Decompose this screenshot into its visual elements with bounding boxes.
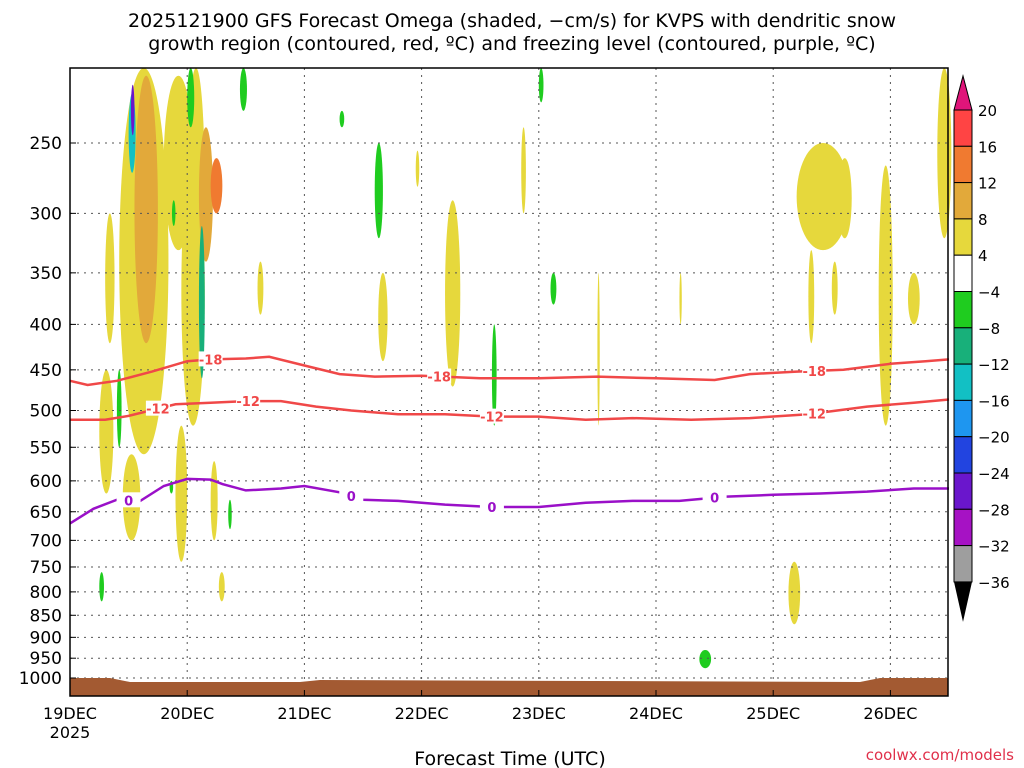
watermark: coolwx.com/models [866, 746, 1014, 764]
y-tick-label: 950 [30, 649, 62, 669]
y-tick-label: 1000 [19, 669, 62, 689]
contour-label-bg [236, 393, 261, 409]
colorbar-bottom-arrow [954, 581, 972, 622]
y-tick-label: 550 [30, 438, 62, 458]
colorbar-label: −28 [978, 501, 1010, 519]
chart-title-line2: growth region (contoured, red, ºC) and f… [148, 33, 875, 55]
y-tick-label: 450 [30, 361, 62, 381]
contour-label-bg [198, 351, 223, 367]
contour-label: -12 [802, 408, 826, 423]
y-tick-label: 250 [30, 134, 62, 154]
contour-line-minus12 [70, 398, 950, 421]
y-tick-label: 900 [30, 628, 62, 648]
contour-label: 0 [487, 501, 496, 516]
colorbar-label: −32 [978, 538, 1010, 556]
x-axis-label: Forecast Time (UTC) [414, 748, 605, 768]
colorbar-top-arrow [953, 74, 973, 111]
colorbar-swatch [953, 182, 973, 220]
y-tick-label: 750 [30, 558, 62, 578]
y-tick-label: 850 [30, 606, 62, 626]
colorbar-label: −20 [978, 429, 1010, 447]
plot-frame [69, 67, 949, 697]
y-tick-label: 600 [30, 472, 62, 492]
colorbar-label: 8 [978, 211, 988, 229]
y-axis: 2503003504004505005506006507007508008509… [19, 134, 76, 689]
colorbar-swatch [953, 508, 973, 547]
colorbar-label: 16 [978, 138, 997, 156]
y-tick-label: 650 [30, 503, 62, 523]
contour-label-bg [479, 498, 504, 514]
colorbar-label: −8 [978, 320, 1000, 338]
contour-label: 0 [124, 494, 133, 509]
y-tick-label: 500 [30, 402, 62, 422]
y-tick-label: 350 [30, 264, 62, 284]
colorbar-label: −36 [978, 574, 1010, 592]
colorbar-swatch [953, 327, 973, 365]
contour-label-bg [479, 408, 504, 424]
colorbar-label: 12 [978, 175, 997, 193]
contour-line-0 [69, 477, 949, 525]
contour-label-bg [427, 368, 452, 384]
colorbar-swatch [953, 145, 973, 184]
contour-label-bg [116, 492, 141, 508]
x-tick-label: 24DEC [629, 704, 683, 723]
x-tick-label: 19DEC [43, 704, 97, 723]
contour-label: -12 [480, 411, 504, 426]
contour-label-bg [802, 405, 827, 421]
colorbar-label: −12 [978, 356, 1010, 374]
contour-label: 0 [347, 490, 356, 505]
x-tick-label: 23DEC [512, 704, 566, 723]
y-tick-label: 800 [30, 583, 62, 603]
contour-label: -18 [427, 371, 451, 386]
x-tick-label: 25DEC [746, 704, 800, 723]
colorbar: 20 16 12 8 4 −4 −8 −12 −16 −20 −24 −28 −32 −36 [953, 74, 1010, 622]
x-tick-label: 21DEC [277, 704, 331, 723]
colorbar-swatch [953, 218, 973, 256]
colorbar-swatch [953, 254, 973, 292]
terrain-fill [70, 678, 948, 696]
x-tick-label: 22DEC [395, 704, 449, 723]
contour-label: 0 [710, 492, 719, 507]
chart-title-line1: 2025121900 GFS Forecast Omega (shaded, −… [128, 10, 896, 32]
x-axis: 19DEC 20DEC 21DEC 22DEC 23DEC 24DEC 25DEC 26DEC… [43, 690, 917, 742]
contour-label-bg [802, 362, 827, 378]
colorbar-swatch [953, 291, 973, 329]
x-tick-label: 20DEC [160, 704, 214, 723]
colorbar-label: −4 [978, 284, 1000, 302]
colorbar-swatch [953, 363, 973, 401]
contours-layer: -18 -18 -18 -12 -12 -12 -12 0 0 0 0 [69, 351, 950, 525]
contour-label: -18 [802, 365, 826, 380]
colorbar-swatch [953, 109, 973, 147]
colorbar-swatch [953, 399, 973, 438]
colorbar-swatch [953, 472, 973, 510]
y-tick-label: 400 [30, 315, 62, 335]
contour-label: -12 [146, 403, 170, 418]
contour-label-bg [145, 400, 170, 416]
terrain-band [70, 678, 948, 696]
colorbar-label: −24 [978, 465, 1010, 483]
y-tick-label: 700 [30, 531, 62, 551]
x-year-label: 2025 [50, 723, 91, 742]
contour-label-bg [702, 489, 727, 505]
contour-label: -18 [199, 353, 223, 368]
colorbar-label: 4 [978, 247, 988, 265]
colorbar-swatch [953, 545, 973, 583]
colorbar-label: −16 [978, 392, 1010, 410]
x-tick-label: 26DEC [863, 704, 917, 723]
contour-label: -12 [236, 395, 260, 410]
colorbar-label: 20 [978, 102, 997, 120]
colorbar-swatch [953, 436, 973, 474]
y-tick-label: 300 [30, 204, 62, 224]
contour-label-bg [339, 487, 364, 503]
